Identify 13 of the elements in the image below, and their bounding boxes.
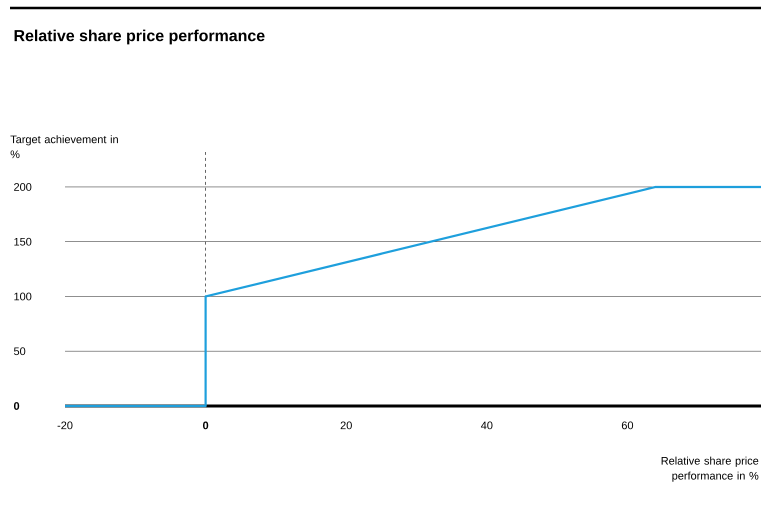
x-tick-label: 40 xyxy=(480,422,492,430)
x-tick-label: 0 xyxy=(203,422,208,430)
x-tick-label: 60 xyxy=(622,422,634,430)
y-tick-label: 200 xyxy=(14,183,32,191)
y-axis-title: Target achievement in % xyxy=(10,135,118,158)
chart-title: Relative share price performance xyxy=(14,30,265,44)
y-tick-label: 150 xyxy=(14,238,32,246)
x-tick-label: 20 xyxy=(340,422,352,430)
y-tick-label: 0 xyxy=(14,402,20,410)
x-axis-title: Relative share price performance in % xyxy=(662,456,758,482)
x-tick-label: -20 xyxy=(58,422,72,430)
y-tick-label: 50 xyxy=(14,347,26,356)
y-tick-label: 100 xyxy=(14,292,32,300)
